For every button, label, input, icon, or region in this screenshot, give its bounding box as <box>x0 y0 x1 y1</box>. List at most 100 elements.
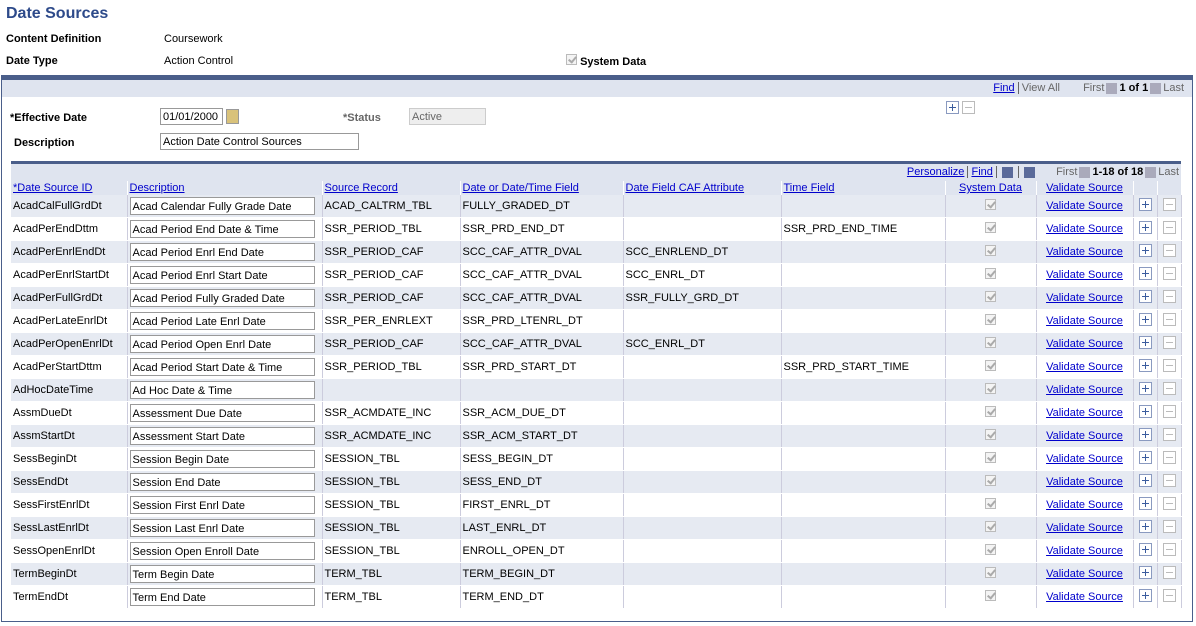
validate-cell: Validate Source <box>1036 195 1134 218</box>
grid-row: SessFirstEnrlDt Session First Enrl Date SE… <box>11 493 1182 517</box>
find-link[interactable]: Find <box>993 82 1015 94</box>
validate-link[interactable]: Validate Source <box>1046 591 1123 603</box>
date-field-text: SCC_CAF_ATTR_DVAL <box>462 292 582 304</box>
system-data-cell <box>945 539 1037 563</box>
add-button[interactable] <box>1138 543 1152 556</box>
description-input[interactable]: Session End Date <box>129 473 315 491</box>
validate-link[interactable]: Validate Source <box>1046 407 1123 419</box>
column-header[interactable]: Date Field CAF Attribute <box>623 181 782 195</box>
add-button[interactable] <box>1138 428 1152 441</box>
column-header[interactable]: Description <box>127 181 323 195</box>
source-record-text: ACAD_CALTRM_TBL <box>324 200 432 212</box>
prev-arrow <box>1106 82 1118 94</box>
delete-cell <box>1157 355 1182 379</box>
description-input[interactable]: Term End Date <box>129 588 315 606</box>
description-input[interactable]: Acad Calendar Fully Grade Date <box>129 197 315 215</box>
view-icon[interactable] <box>1024 166 1035 178</box>
validate-link[interactable]: Validate Source <box>1046 568 1123 580</box>
add-button[interactable] <box>1138 589 1152 602</box>
delete-button <box>1162 359 1176 372</box>
add-button[interactable] <box>1138 198 1152 211</box>
calendar-icon[interactable] <box>226 109 239 124</box>
caf-attribute-text: SSR_FULLY_GRD_DT <box>625 292 740 304</box>
description-input[interactable]: Term Begin Date <box>129 565 315 583</box>
add-button[interactable] <box>1138 474 1152 487</box>
add-button[interactable] <box>1138 382 1152 395</box>
column-header[interactable]: System Data <box>945 181 1037 195</box>
delete-cell <box>1157 401 1182 425</box>
validate-link[interactable]: Validate Source <box>1046 200 1123 212</box>
description-input[interactable]: Acad Period End Date & Time <box>129 220 315 238</box>
add-cell <box>1133 332 1158 356</box>
validate-link[interactable]: Validate Source <box>1046 338 1123 350</box>
date-input[interactable]: 01/01/2000 <box>160 108 223 125</box>
description-input[interactable]: Acad Period Enrl Start Date <box>129 266 315 284</box>
checkbox <box>985 337 996 348</box>
add-button[interactable] <box>1138 244 1152 257</box>
validate-link[interactable]: Validate Source <box>1046 361 1123 373</box>
grid-row: AcadPerFullGrdDt Acad Period Fully Graded… <box>11 286 1182 310</box>
validate-link[interactable]: Validate Source <box>1046 269 1123 281</box>
description-input[interactable]: Action Date Control Sources <box>160 133 359 150</box>
add-cell <box>1133 240 1158 264</box>
validate-link[interactable]: Validate Source <box>1046 292 1123 304</box>
validate-link[interactable]: Validate Source <box>1046 384 1123 396</box>
validate-link[interactable]: Validate Source <box>1046 499 1123 511</box>
validate-link[interactable]: Validate Source <box>1046 453 1123 465</box>
validate-link[interactable]: Validate Source <box>1046 522 1123 534</box>
description-input[interactable]: Assessment Start Date <box>129 427 315 445</box>
validate-link[interactable]: Validate Source <box>1046 315 1123 327</box>
add-button[interactable] <box>1138 267 1152 280</box>
description-input[interactable]: Acad Period Enrl End Date <box>129 243 315 261</box>
grid-nav: Personalize Find First 1-18 of 18 Last <box>11 164 1181 181</box>
add-cell <box>1133 378 1158 402</box>
validate-cell: Validate Source <box>1036 539 1134 563</box>
time-field <box>781 263 946 287</box>
find-link[interactable]: Find <box>967 166 993 178</box>
time-field <box>781 195 946 218</box>
add-button[interactable] <box>1138 336 1152 349</box>
description-input[interactable]: Session Begin Date <box>129 450 315 468</box>
add-button[interactable] <box>1138 290 1152 303</box>
column-header[interactable]: Time Field <box>781 181 946 195</box>
add-cell <box>1133 516 1158 540</box>
time-field-text: SSR_PRD_START_TIME <box>783 361 910 373</box>
add-button[interactable] <box>1138 451 1152 464</box>
description-input[interactable]: Acad Period Open Enrl Date <box>129 335 315 353</box>
validate-cell: Validate Source <box>1036 286 1134 310</box>
validate-link[interactable]: Validate Source <box>1046 246 1123 258</box>
add-button[interactable] <box>946 101 959 114</box>
description-input[interactable]: Acad Period Start Date & Time <box>129 358 315 376</box>
source-record: SSR_PERIOD_TBL <box>322 355 461 379</box>
source-record-text: SSR_PER_ENRLEXT <box>324 315 433 327</box>
download-icon[interactable] <box>1001 166 1013 178</box>
add-button[interactable] <box>1138 359 1152 372</box>
description-input[interactable]: Session Last Enrl Date <box>129 519 315 537</box>
column-header[interactable]: Source Record <box>322 181 461 195</box>
description-input[interactable]: Acad Period Fully Graded Date <box>129 289 315 307</box>
validate-link[interactable]: Validate Source <box>1046 430 1123 442</box>
column-header[interactable]: Date or Date/Time Field <box>460 181 624 195</box>
add-button[interactable] <box>1138 221 1152 234</box>
add-button[interactable] <box>1138 405 1152 418</box>
add-button[interactable] <box>1138 566 1152 579</box>
column-header[interactable]: Validate Source <box>1036 181 1134 195</box>
header-blank <box>1157 181 1182 195</box>
description-cell: Acad Period End Date & Time <box>127 217 323 241</box>
description-input[interactable]: Assessment Due Date <box>129 404 315 422</box>
personalize-link[interactable]: Personalize <box>906 166 965 178</box>
description-input[interactable]: Ad Hoc Date & Time <box>129 381 315 399</box>
validate-link[interactable]: Validate Source <box>1046 223 1123 235</box>
description-input[interactable]: Session First Enrl Date <box>129 496 315 514</box>
description-input[interactable]: Acad Period Late Enrl Date <box>129 312 315 330</box>
date-field: SESS_END_DT <box>460 470 624 494</box>
description-input[interactable]: Session Open Enroll Date <box>129 542 315 560</box>
add-button[interactable] <box>1138 313 1152 326</box>
add-button[interactable] <box>1138 497 1152 510</box>
validate-link[interactable]: Validate Source <box>1046 545 1123 557</box>
source-record-text: SSR_ACMDATE_INC <box>324 407 432 419</box>
validate-link[interactable]: Validate Source <box>1046 476 1123 488</box>
add-button[interactable] <box>1138 520 1152 533</box>
source-record-text: SSR_PERIOD_CAF <box>324 246 424 258</box>
column-header[interactable]: *Date Source ID <box>11 181 128 195</box>
